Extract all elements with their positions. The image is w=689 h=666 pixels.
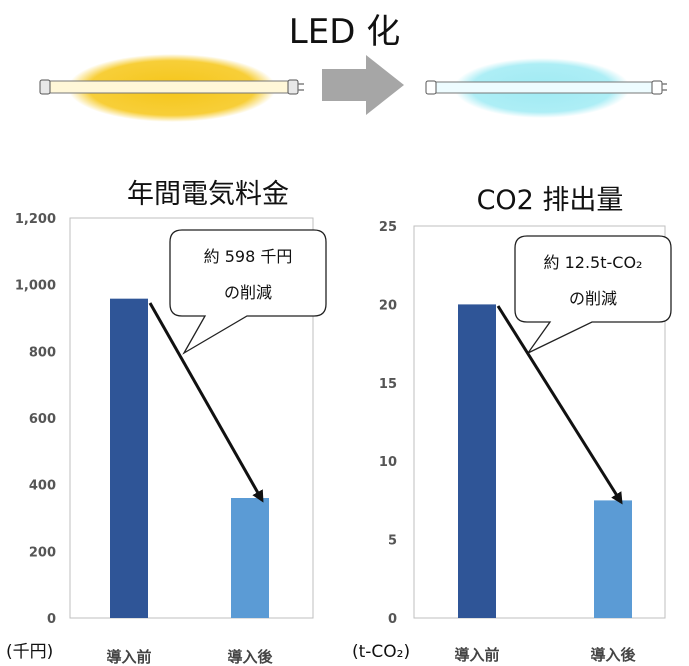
unit-label: (千円) (6, 642, 53, 662)
y-tick-label: 20 (379, 298, 397, 313)
callout-line-1: 約 598 千円 (204, 247, 293, 266)
y-tick-label: 800 (29, 345, 56, 360)
y-tick-label: 15 (379, 377, 397, 392)
unit-label: (t-CO₂) (352, 642, 410, 662)
y-tick-label: 10 (379, 455, 397, 470)
page-title: LED 化 (288, 12, 401, 52)
plot-area (69, 217, 314, 619)
y-tick-label: 400 (29, 479, 56, 494)
y-tick-label: 5 (388, 534, 397, 549)
bar-after (594, 500, 632, 618)
callout-line-2: の削減 (224, 283, 272, 302)
fluorescent-tube-icon (39, 54, 304, 122)
led-tube-icon (425, 58, 667, 118)
chart-title-electricity: 年間電気料金 (127, 179, 289, 210)
bar-after (231, 498, 269, 618)
callout-line-1: 約 12.5t-CO₂ (544, 253, 643, 272)
plot-area (413, 225, 666, 619)
chart-title-co2: CO2 排出量 (476, 185, 624, 216)
x-tick-label: 導入後 (227, 648, 273, 666)
bar-before (110, 298, 148, 618)
callout-bubble (514, 235, 672, 354)
y-tick-label: 0 (47, 612, 56, 627)
y-tick-label: 1,200 (15, 212, 56, 227)
x-tick-label: 導入前 (106, 648, 151, 666)
x-tick-label: 導入後 (590, 646, 636, 664)
reduction-arrow (496, 305, 623, 505)
y-tick-label: 200 (29, 545, 56, 560)
x-tick-label: 導入前 (454, 646, 499, 664)
y-tick-label: 25 (379, 220, 397, 235)
y-tick-label: 0 (388, 612, 397, 627)
callout-bubble (169, 229, 327, 355)
bar-before (458, 304, 496, 618)
y-tick-label: 600 (29, 412, 56, 427)
reduction-arrow (148, 302, 264, 503)
y-tick-label: 1,000 (15, 279, 56, 294)
right-arrow-icon (322, 55, 404, 115)
callout-line-2: の削減 (569, 289, 617, 308)
